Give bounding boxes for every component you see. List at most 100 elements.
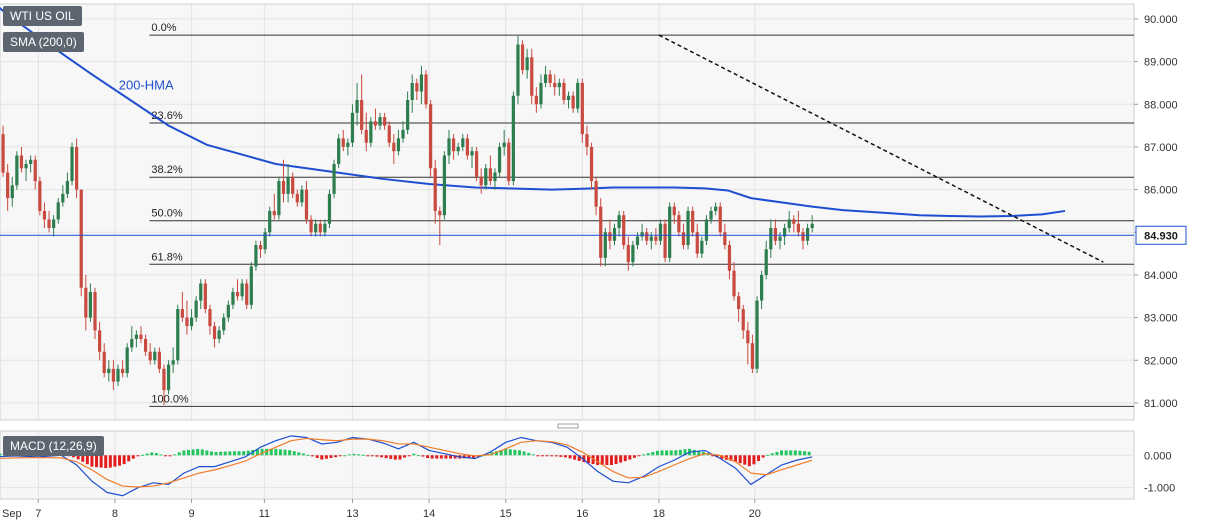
macd-histogram-bar <box>320 455 323 459</box>
candle-body <box>144 339 147 352</box>
macd-histogram-bar <box>651 452 654 455</box>
macd-histogram-bar <box>780 450 783 455</box>
candle-body <box>516 45 519 96</box>
macd-histogram-bar <box>100 455 103 467</box>
candle-body <box>397 138 400 151</box>
candle-body <box>406 100 409 130</box>
fib-level-label: 38.2% <box>151 164 182 176</box>
candle-body <box>769 228 772 249</box>
candle-body <box>811 224 814 228</box>
candle-body <box>305 190 308 220</box>
candle-body <box>135 335 138 339</box>
indicator-label[interactable]: SMA (200,0) <box>3 32 84 52</box>
candle-body <box>222 318 225 331</box>
candle-body <box>778 237 781 241</box>
candle-body <box>466 138 469 155</box>
macd-histogram-bar <box>426 455 429 458</box>
candle-body <box>11 185 14 198</box>
macd-histogram-bar <box>141 455 144 456</box>
candle-body <box>484 168 487 185</box>
macd-histogram-bar <box>665 450 668 455</box>
candle-body <box>411 83 414 100</box>
macd-histogram-bar <box>638 455 641 456</box>
macd-histogram-bar <box>311 455 314 456</box>
candle-body <box>429 104 432 168</box>
macd-histogram-bar <box>789 450 792 455</box>
macd-histogram-bar <box>536 455 539 456</box>
macd-histogram-bar <box>541 455 544 456</box>
candle-body <box>103 352 106 373</box>
macd-histogram-bar <box>679 450 682 456</box>
macd-histogram-bar <box>670 450 673 455</box>
macd-histogram-bar <box>674 450 677 455</box>
candle-body <box>162 369 165 390</box>
macd-histogram-bar <box>757 455 760 461</box>
candle-body <box>420 74 423 91</box>
macd-histogram-bar <box>385 455 388 458</box>
candle-body <box>631 245 634 262</box>
candle-body <box>668 207 671 258</box>
macd-histogram-bar <box>339 455 342 456</box>
macd-histogram-bar <box>693 450 696 456</box>
macd-y-tick-label: 0.000 <box>1144 450 1172 462</box>
macd-histogram-bar <box>624 455 627 461</box>
macd-histogram-bar <box>150 452 153 455</box>
macd-histogram-bar <box>173 454 176 455</box>
candle-body <box>66 181 69 194</box>
candle-body <box>153 352 156 361</box>
candle-body <box>595 181 598 207</box>
macd-histogram-bar <box>118 455 121 465</box>
candle-body <box>1 134 4 172</box>
macd-histogram-bar <box>573 455 576 459</box>
candle-body <box>604 232 607 258</box>
macd-histogram-bar <box>408 455 411 456</box>
fib-level-label: 0.0% <box>151 22 176 34</box>
macd-histogram-bar <box>762 455 765 457</box>
macd-histogram-bar <box>661 450 664 455</box>
macd-histogram-bar <box>371 455 374 456</box>
candle-body <box>89 292 92 318</box>
macd-histogram-bar <box>656 451 659 455</box>
candle-body <box>176 309 179 360</box>
candle-body <box>447 138 450 155</box>
candle-body <box>503 143 506 147</box>
candle-body <box>788 219 791 228</box>
candle-body <box>613 228 616 241</box>
candle-body <box>801 232 804 241</box>
candle-body <box>650 237 653 241</box>
candle-body <box>24 164 27 168</box>
candle-body <box>241 283 244 296</box>
x-tick-label: 11 <box>259 508 270 520</box>
y-tick-label: 87.000 <box>1144 142 1178 154</box>
candle-body <box>732 271 735 297</box>
candle-body <box>434 168 437 211</box>
candle-body <box>682 232 685 245</box>
candle-body <box>250 266 253 304</box>
candle-body <box>700 241 703 254</box>
macd-label[interactable]: MACD (12,26,9) <box>3 436 104 456</box>
candle-body <box>751 343 754 369</box>
macd-histogram-bar <box>205 450 208 455</box>
fib-level-label: 23.6% <box>151 110 182 122</box>
macd-histogram-bar <box>569 455 572 458</box>
candle-body <box>383 117 386 126</box>
x-tick-label: 8 <box>112 508 118 520</box>
macd-histogram-bar <box>123 455 126 464</box>
candle-body <box>296 194 299 203</box>
macd-histogram-bar <box>366 455 369 456</box>
candle-body <box>231 292 234 305</box>
hma-label: 200-HMA <box>119 77 174 92</box>
candle-body <box>401 130 404 139</box>
symbol-label[interactable]: WTI US OIL <box>3 6 82 26</box>
macd-histogram-bar <box>518 450 521 455</box>
macd-histogram-bar <box>362 455 365 456</box>
macd-histogram-bar <box>274 449 277 455</box>
macd-histogram-bar <box>440 455 443 458</box>
candle-body <box>452 138 455 151</box>
macd-histogram-bar <box>633 455 636 458</box>
candle-body <box>47 219 50 228</box>
candle-body <box>158 352 161 369</box>
candle-body <box>797 224 800 233</box>
macd-histogram-bar <box>555 455 558 456</box>
